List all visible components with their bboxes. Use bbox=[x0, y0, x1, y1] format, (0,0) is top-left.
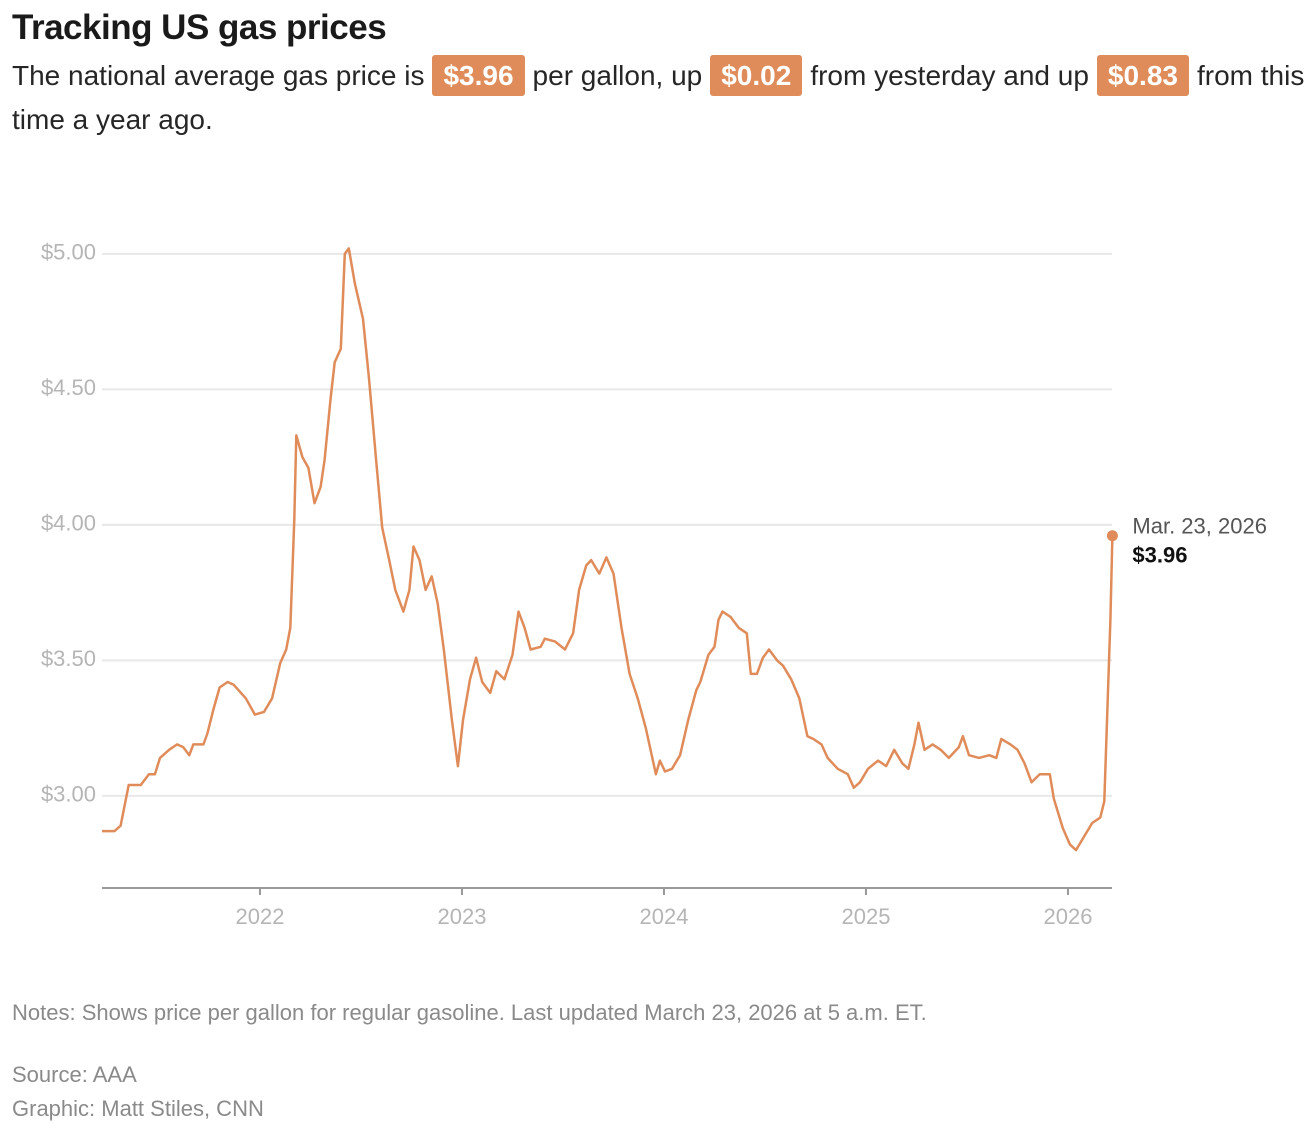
subtitle-text: from yesterday and up bbox=[810, 60, 1089, 91]
highlight-value: $0.02 bbox=[710, 55, 803, 96]
annotation-value: $3.96 bbox=[1132, 543, 1187, 568]
annotation-date: Mar. 23, 2026 bbox=[1132, 514, 1267, 539]
x-tick-label: 2025 bbox=[841, 904, 890, 929]
price-line bbox=[102, 247, 1114, 852]
y-tick-label: $3.00 bbox=[41, 782, 96, 807]
x-tick-label: 2022 bbox=[235, 904, 284, 929]
y-tick-label: $3.50 bbox=[41, 646, 96, 671]
subtitle: The national average gas price is $3.96 pe… bbox=[12, 54, 1307, 142]
y-tick-label: $5.00 bbox=[41, 240, 96, 265]
x-tick-label: 2023 bbox=[437, 904, 486, 929]
x-tick-label: 2024 bbox=[639, 904, 688, 929]
last-point bbox=[1106, 530, 1118, 542]
credit: Graphic: Matt Stiles, CNN bbox=[12, 1096, 264, 1121]
highlight-value: $3.96 bbox=[432, 55, 525, 96]
subtitle-text: The national average gas price is bbox=[12, 60, 425, 91]
source: Source: AAA bbox=[12, 1062, 137, 1087]
chart-title: Tracking US gas prices bbox=[12, 8, 387, 47]
notes: Notes: Shows price per gallon for regula… bbox=[12, 1000, 927, 1025]
y-tick-label: $4.50 bbox=[41, 375, 96, 400]
x-tick-label: 2026 bbox=[1043, 904, 1092, 929]
y-tick-label: $4.00 bbox=[41, 511, 96, 536]
subtitle-text: per gallon, up bbox=[532, 60, 703, 91]
subtitle-text: from this time a year ago. bbox=[12, 60, 1305, 135]
highlight-value: $0.83 bbox=[1096, 55, 1189, 96]
